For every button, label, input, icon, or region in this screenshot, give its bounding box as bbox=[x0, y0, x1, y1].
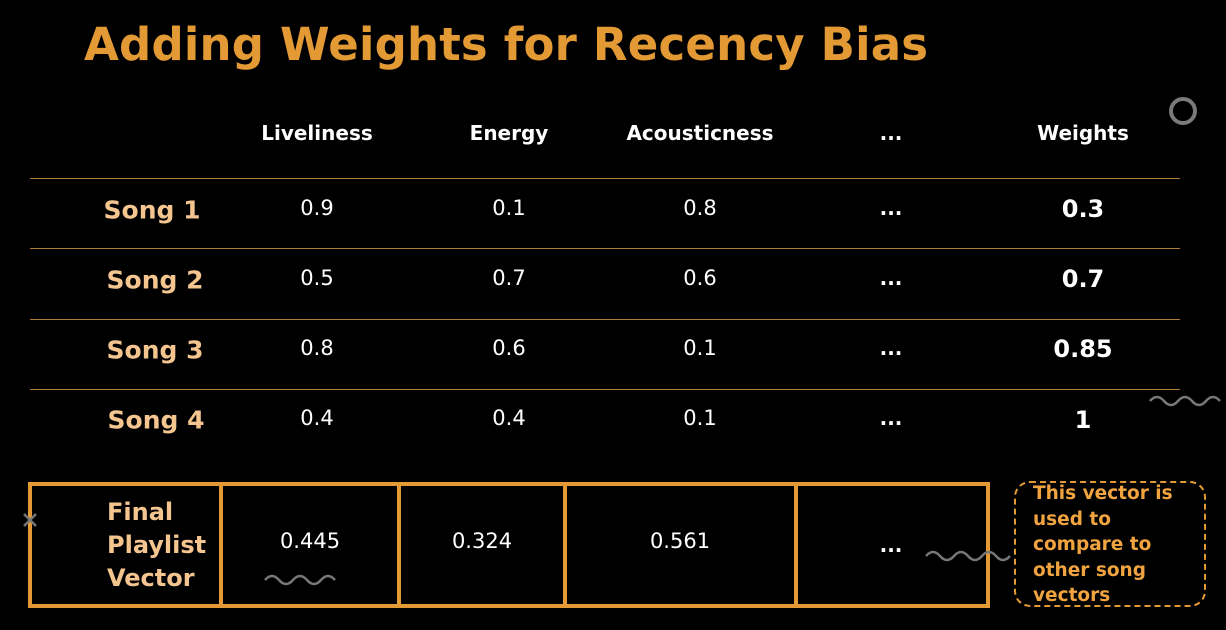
table-cell: 0.5 bbox=[300, 266, 334, 290]
callout-box bbox=[1014, 481, 1206, 607]
wave-decoration-icon bbox=[1149, 395, 1221, 407]
song-label: Song 1 bbox=[103, 195, 201, 225]
table-cell: 0.7 bbox=[492, 266, 526, 290]
final-vector-cell bbox=[794, 482, 990, 608]
column-header-energy: Energy bbox=[469, 121, 549, 145]
song-label: Song 3 bbox=[106, 335, 204, 365]
table-divider bbox=[30, 248, 1180, 249]
column-header-weights: Weights bbox=[1037, 121, 1129, 145]
table-cell: 0.8 bbox=[683, 196, 717, 220]
table-cell: 0.4 bbox=[300, 406, 334, 430]
table-cell-ellipsis: ... bbox=[879, 406, 903, 430]
wave-decoration-icon bbox=[925, 550, 1011, 562]
slide-title: Adding Weights for Recency Bias bbox=[84, 18, 929, 71]
column-header-liveliness: Liveliness bbox=[261, 121, 373, 145]
column-header-ellipsis: ... bbox=[879, 121, 903, 145]
weight-value: 0.7 bbox=[1061, 265, 1105, 293]
table-cell: 0.6 bbox=[492, 336, 526, 360]
table-cell: 0.9 bbox=[300, 196, 334, 220]
callout-text: This vector is used to compare to other … bbox=[1033, 483, 1173, 606]
table-cell: 0.6 bbox=[683, 266, 717, 290]
final-vector-ellipsis: ... bbox=[879, 533, 903, 557]
final-vector-value: 0.324 bbox=[451, 529, 513, 553]
table-cell: 0.8 bbox=[300, 336, 334, 360]
table-cell-ellipsis: ... bbox=[879, 336, 903, 360]
table-cell: 0.1 bbox=[683, 406, 717, 430]
weight-value: 0.85 bbox=[1053, 335, 1113, 363]
song-label: Song 2 bbox=[106, 265, 204, 295]
table-divider bbox=[30, 178, 1180, 179]
table-cell: 0.4 bbox=[492, 406, 526, 430]
table-cell: 0.1 bbox=[683, 336, 717, 360]
final-vector-value: 0.445 bbox=[279, 529, 341, 553]
wave-decoration-icon bbox=[264, 574, 336, 586]
ring-decoration-icon bbox=[1169, 97, 1197, 125]
final-vector-value: 0.561 bbox=[649, 529, 711, 553]
table-cell-ellipsis: ... bbox=[879, 196, 903, 220]
final-playlist-vector-label: Final Playlist Vector bbox=[107, 496, 206, 595]
column-header-acousticness: Acousticness bbox=[626, 121, 774, 145]
cross-decoration-icon bbox=[23, 513, 37, 527]
final-label-line: Playlist bbox=[107, 531, 207, 559]
final-label-line: Final bbox=[107, 498, 174, 526]
song-label: Song 4 bbox=[107, 405, 205, 435]
final-label-line: Vector bbox=[107, 564, 195, 592]
table-divider bbox=[30, 319, 1180, 320]
table-cell-ellipsis: ... bbox=[879, 266, 903, 290]
table-divider bbox=[30, 389, 1180, 390]
weight-value: 1 bbox=[1074, 406, 1092, 434]
weight-value: 0.3 bbox=[1061, 195, 1105, 223]
table-cell: 0.1 bbox=[492, 196, 526, 220]
